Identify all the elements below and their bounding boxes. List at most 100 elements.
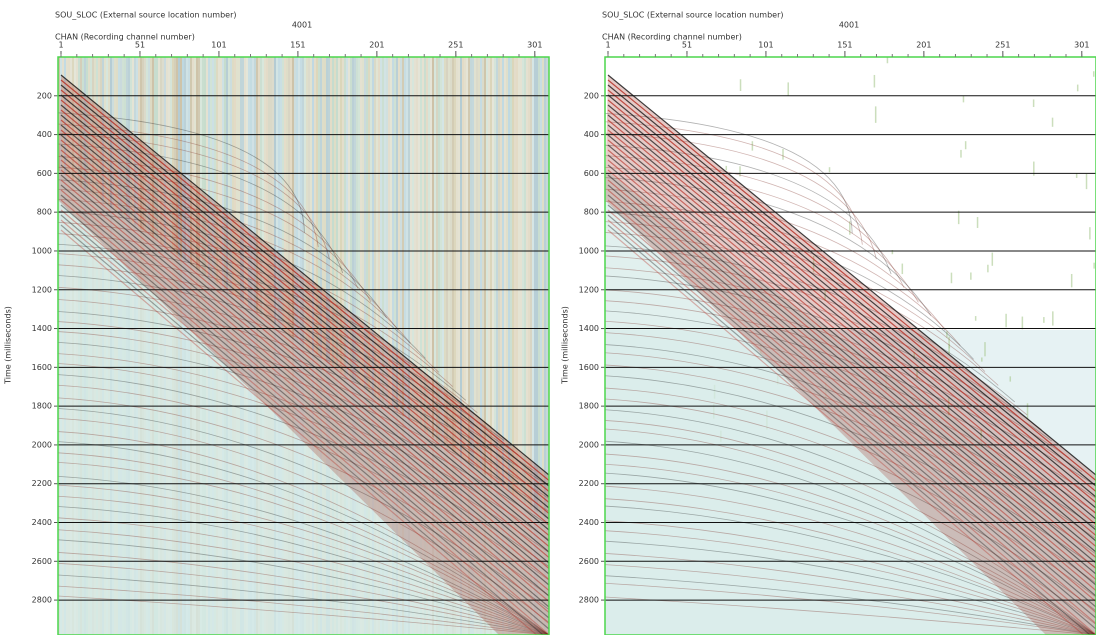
y-tick-label: 2600 [32, 557, 52, 566]
x-tick-label: 301 [1074, 41, 1089, 50]
texture [394, 57, 396, 635]
texture [442, 57, 444, 635]
texture [334, 57, 336, 635]
texture [356, 57, 358, 635]
x-tick-label: 51 [682, 41, 692, 50]
texture [304, 57, 306, 635]
texture [607, 99, 1096, 503]
texture [605, 428, 1096, 635]
texture [976, 217, 979, 228]
plot-area [605, 57, 1096, 635]
texture [605, 75, 1096, 635]
texture [991, 252, 994, 266]
texture [546, 57, 548, 635]
texture [540, 57, 542, 635]
texture [348, 57, 350, 635]
texture [536, 57, 538, 635]
texture [58, 461, 549, 635]
texture [605, 596, 1096, 635]
texture [58, 441, 549, 635]
texture [849, 221, 851, 235]
x-tick-label: 1 [58, 41, 63, 50]
texture [376, 57, 378, 635]
texture [984, 342, 986, 357]
y-tick-label: 600 [37, 169, 52, 178]
texture [498, 57, 500, 635]
texture [605, 553, 1096, 635]
texture [960, 149, 962, 158]
texture [60, 149, 549, 558]
texture [310, 57, 312, 635]
header-value: 4001 [292, 21, 312, 30]
y-tick-label: 2400 [32, 518, 52, 527]
texture [486, 57, 488, 635]
texture [58, 264, 492, 428]
y-tick-label: 2600 [579, 557, 599, 566]
texture [607, 124, 1096, 531]
texture [950, 272, 953, 284]
texture [506, 57, 508, 635]
texture [605, 505, 1096, 635]
texture [964, 141, 967, 150]
texture [414, 57, 416, 635]
texture [58, 123, 319, 248]
texture [605, 212, 974, 360]
header-value: 4001 [839, 21, 859, 30]
texture [980, 429, 982, 447]
texture [542, 57, 544, 635]
y-tick-label: 2800 [579, 596, 599, 605]
texture [607, 149, 1096, 558]
texture [514, 57, 516, 635]
texture [58, 112, 305, 233]
y-tick-label: 2000 [579, 440, 599, 449]
texture [1033, 161, 1035, 176]
texture [330, 57, 332, 635]
texture [438, 57, 440, 635]
texture [605, 463, 1096, 635]
texture [404, 57, 406, 635]
texture [607, 104, 1096, 509]
texture [482, 57, 484, 635]
texture [60, 169, 549, 580]
texture [474, 57, 476, 635]
texture [58, 574, 549, 635]
texture [470, 57, 472, 635]
y-tick-label: 2200 [32, 479, 52, 488]
y-tick-label: 400 [584, 130, 599, 139]
y-tick-label: 1800 [579, 402, 599, 411]
texture [1089, 227, 1091, 240]
texture [60, 229, 538, 635]
x-tick-label: 51 [135, 41, 145, 50]
plot-area [58, 57, 549, 635]
texture [488, 57, 490, 635]
texture [58, 562, 549, 635]
texture [502, 57, 504, 635]
texture [1005, 313, 1007, 328]
y-tick-label: 2200 [579, 479, 599, 488]
texture [739, 166, 741, 177]
texture [607, 79, 1096, 481]
texture [605, 472, 1096, 635]
texture [532, 57, 534, 635]
texture [382, 57, 384, 635]
texture [58, 506, 549, 635]
x-tick-label: 151 [290, 41, 305, 50]
texture [58, 341, 549, 526]
texture [605, 420, 1096, 625]
texture [444, 57, 446, 635]
texture [428, 57, 430, 635]
texture [605, 575, 1096, 635]
texture [605, 155, 905, 288]
texture [418, 57, 420, 635]
texture [957, 210, 960, 225]
texture [530, 57, 532, 635]
texture [962, 95, 965, 103]
texture [1076, 84, 1079, 92]
texture [452, 57, 454, 635]
texture [362, 57, 364, 635]
x-tick-label: 151 [837, 41, 852, 50]
texture [970, 272, 972, 280]
texture [60, 109, 549, 514]
texture [416, 57, 418, 635]
